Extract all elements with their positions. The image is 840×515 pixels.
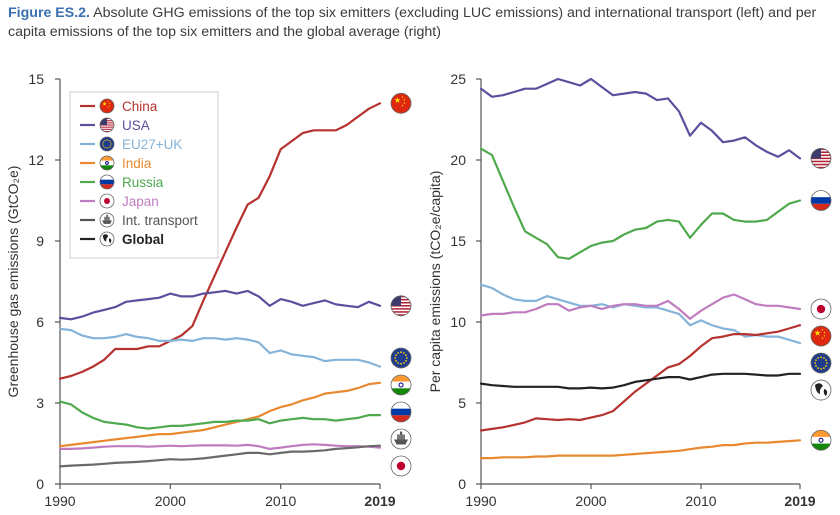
figure-caption: Figure ES.2. Absolute GHG emissions of t… [8,4,828,42]
caption-text: Absolute GHG emissions of the top six em… [8,5,817,40]
legend-item: Int. transport [80,212,198,228]
china-flag-icon [810,325,832,347]
legend-label: EU27+UK [122,137,182,152]
legend-item: EU27+UK [80,136,182,152]
usa-flag-icon [99,117,115,133]
russia-flag-icon [99,174,115,190]
y-tick-label: 20 [450,152,466,168]
y-axis-label: Per capita emissions (tCO₂e/capita) [427,171,443,393]
legend-item: Russia [80,174,164,190]
y-tick-label: 15 [450,233,466,249]
legend-label: USA [122,118,150,133]
eu-flag-icon [810,352,832,374]
series-line-japan [58,443,382,450]
x-tick-label: 2019 [784,493,815,509]
legend-label: China [122,99,158,114]
series-line-int-transport [58,444,382,468]
y-tick-label: 3 [36,395,44,411]
russia-flag-icon [390,401,412,423]
x-tick-label: 1990 [44,493,75,509]
legend-item: USA [80,117,150,133]
absolute-emissions-chart: 0 3 6 9 12 15 1990 2000 2010 2019 Greenhouse gas e… [5,71,412,509]
russia-flag-icon [810,190,832,211]
eu-flag-icon [99,136,115,152]
per-capita-emissions-chart: 0 5 10 15 20 25 1990 2000 2010 2019 Per capita emi… [427,71,832,509]
legend-box [69,91,219,259]
legend-label: Int. transport [122,213,198,228]
x-tick-label: 2019 [364,493,395,509]
x-tick-label: 2000 [575,493,606,509]
china-flag-icon [390,92,412,114]
x-tick-label: 1990 [465,493,496,509]
usa-flag-icon [390,295,412,317]
globe-icon [810,379,832,401]
y-tick-label: 0 [458,476,466,492]
y-tick-label: 12 [28,152,44,168]
china-flag-icon [99,98,115,114]
series-line-china [479,324,802,432]
series-line-india [58,381,382,448]
ship-icon [390,428,412,450]
legend-label: Global [122,232,164,247]
x-tick-label: 2000 [155,493,186,509]
legend-item: Global [80,231,164,247]
india-flag-icon [810,429,832,451]
eu-flag-icon [390,347,412,369]
series-line-eu27-uk [58,327,382,368]
series-line-usa [58,289,382,321]
y-tick-label: 0 [36,476,44,492]
series-line-global [479,372,802,390]
y-tick-label: 6 [36,314,44,330]
y-tick-label: 25 [450,71,466,87]
y-tick-label: 10 [450,314,466,330]
india-flag-icon [390,374,412,396]
series-line-usa [479,77,802,160]
legend-item: India [80,155,152,171]
x-tick-label: 2010 [265,493,296,509]
series-line-eu27-uk [479,283,802,345]
figure-label: Figure ES.2. [8,5,90,21]
series-line-japan [479,293,802,320]
legend-item: China [80,98,158,114]
india-flag-icon [99,155,115,171]
japan-flag-icon [810,298,832,320]
y-tick-label: 9 [36,233,44,249]
legend-label: India [122,156,152,171]
series-line-russia [479,147,802,260]
ship-icon [99,212,115,228]
legend-label: Japan [122,194,159,209]
legend-label: Russia [122,175,164,190]
x-tick-label: 2010 [685,493,716,509]
series-line-russia [58,400,382,430]
series-line-china [58,102,382,380]
japan-flag-icon [390,455,412,477]
globe-icon [99,231,115,247]
y-tick-label: 5 [458,395,466,411]
y-tick-label: 15 [28,71,44,87]
y-axis-label: Greenhouse gas emissions (GtCO₂e) [5,166,21,398]
chart-legend: China USA EU27+UK India Russia Japan Int. tran… [69,91,219,259]
series-line-india [479,439,802,460]
legend-item: Japan [80,193,159,209]
usa-flag-icon [810,147,832,169]
japan-flag-icon [99,193,115,209]
